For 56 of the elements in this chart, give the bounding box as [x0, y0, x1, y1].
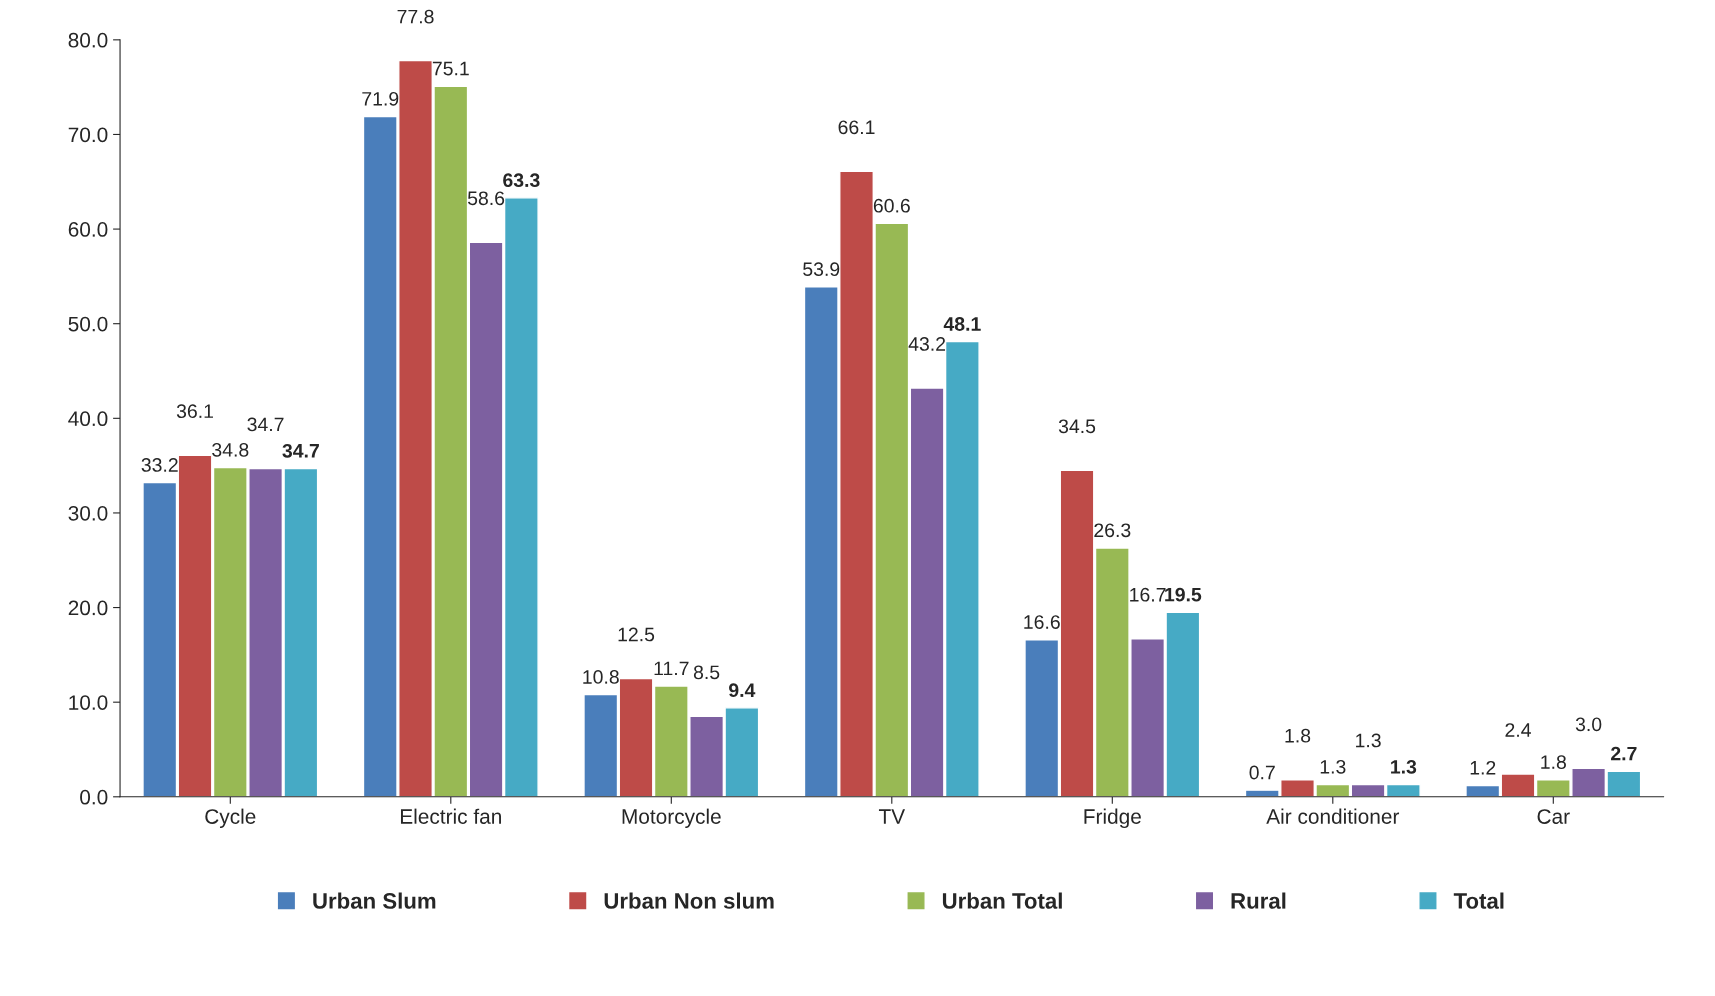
- legend-label: Total: [1453, 892, 1504, 909]
- data-label: 3.0: [1575, 717, 1602, 732]
- y-tick-label: 50.0: [68, 316, 108, 332]
- y-tick-label: 10.0: [69, 695, 108, 710]
- data-label: 43.2: [908, 337, 946, 351]
- data-label: 58.6: [467, 191, 505, 206]
- x-tick-label: Electric fan: [400, 808, 501, 824]
- data-label: 71.9: [362, 91, 399, 106]
- legend-label: Urban Slum: [313, 892, 436, 909]
- data-label: 8.5: [693, 665, 720, 680]
- y-tick-label: 70.0: [68, 127, 108, 143]
- data-label: 60.6: [873, 198, 910, 213]
- data-label: 1.3: [1391, 759, 1417, 774]
- x-tick-label: TV: [878, 809, 906, 824]
- data-label: 63.3: [503, 173, 540, 188]
- data-label: 36.1: [176, 404, 213, 419]
- legend-label: Rural: [1231, 892, 1286, 909]
- data-label: 33.2: [141, 458, 178, 472]
- data-label: 2.4: [1505, 723, 1531, 737]
- data-label: 16.6: [1024, 615, 1060, 629]
- data-label: 75.1: [432, 61, 469, 76]
- data-label: 19.5: [1165, 587, 1202, 602]
- data-label: 1.8: [1541, 755, 1566, 769]
- data-label: 9.4: [729, 683, 756, 698]
- x-tick-label: Car: [1537, 809, 1570, 824]
- x-tick-label: Cycle: [205, 808, 256, 829]
- data-label: 16.7: [1130, 587, 1166, 602]
- y-tick-label: 0.0: [80, 789, 108, 805]
- data-label: 1.3: [1356, 733, 1381, 748]
- data-label: 1.2: [1470, 760, 1496, 775]
- data-label: 34.8: [212, 442, 249, 457]
- data-label: 34.7: [282, 443, 319, 458]
- data-label: 12.5: [618, 627, 655, 642]
- data-label: 77.8: [397, 9, 434, 24]
- data-label: 2.7: [1611, 746, 1637, 761]
- data-label: 1.8: [1285, 728, 1311, 743]
- x-tick-label: Fridge: [1084, 808, 1141, 829]
- y-tick-label: 20.0: [68, 600, 108, 616]
- data-label: 48.1: [943, 317, 981, 331]
- y-tick-label: 40.0: [68, 411, 108, 427]
- data-label: 0.7: [1249, 765, 1275, 780]
- x-tick-label: Air conditioner: [1266, 808, 1400, 824]
- data-label: 66.1: [838, 120, 875, 135]
- legend-label: Urban Total: [942, 892, 1062, 909]
- data-label: 1.3: [1320, 759, 1346, 774]
- data-label: 10.8: [583, 670, 619, 684]
- data-label: 53.9: [803, 262, 840, 277]
- y-tick-label: 60.0: [68, 222, 108, 237]
- data-label: 34.7: [247, 417, 284, 432]
- y-tick-label: 80.0: [68, 32, 108, 48]
- data-label: 26.3: [1094, 523, 1131, 538]
- data-label: 34.5: [1058, 419, 1096, 434]
- data-label: 11.7: [654, 661, 689, 676]
- y-tick-label: 30.0: [68, 505, 108, 521]
- x-tick-label: Motorcycle: [622, 808, 721, 829]
- legend-label: Urban Non slum: [604, 892, 774, 909]
